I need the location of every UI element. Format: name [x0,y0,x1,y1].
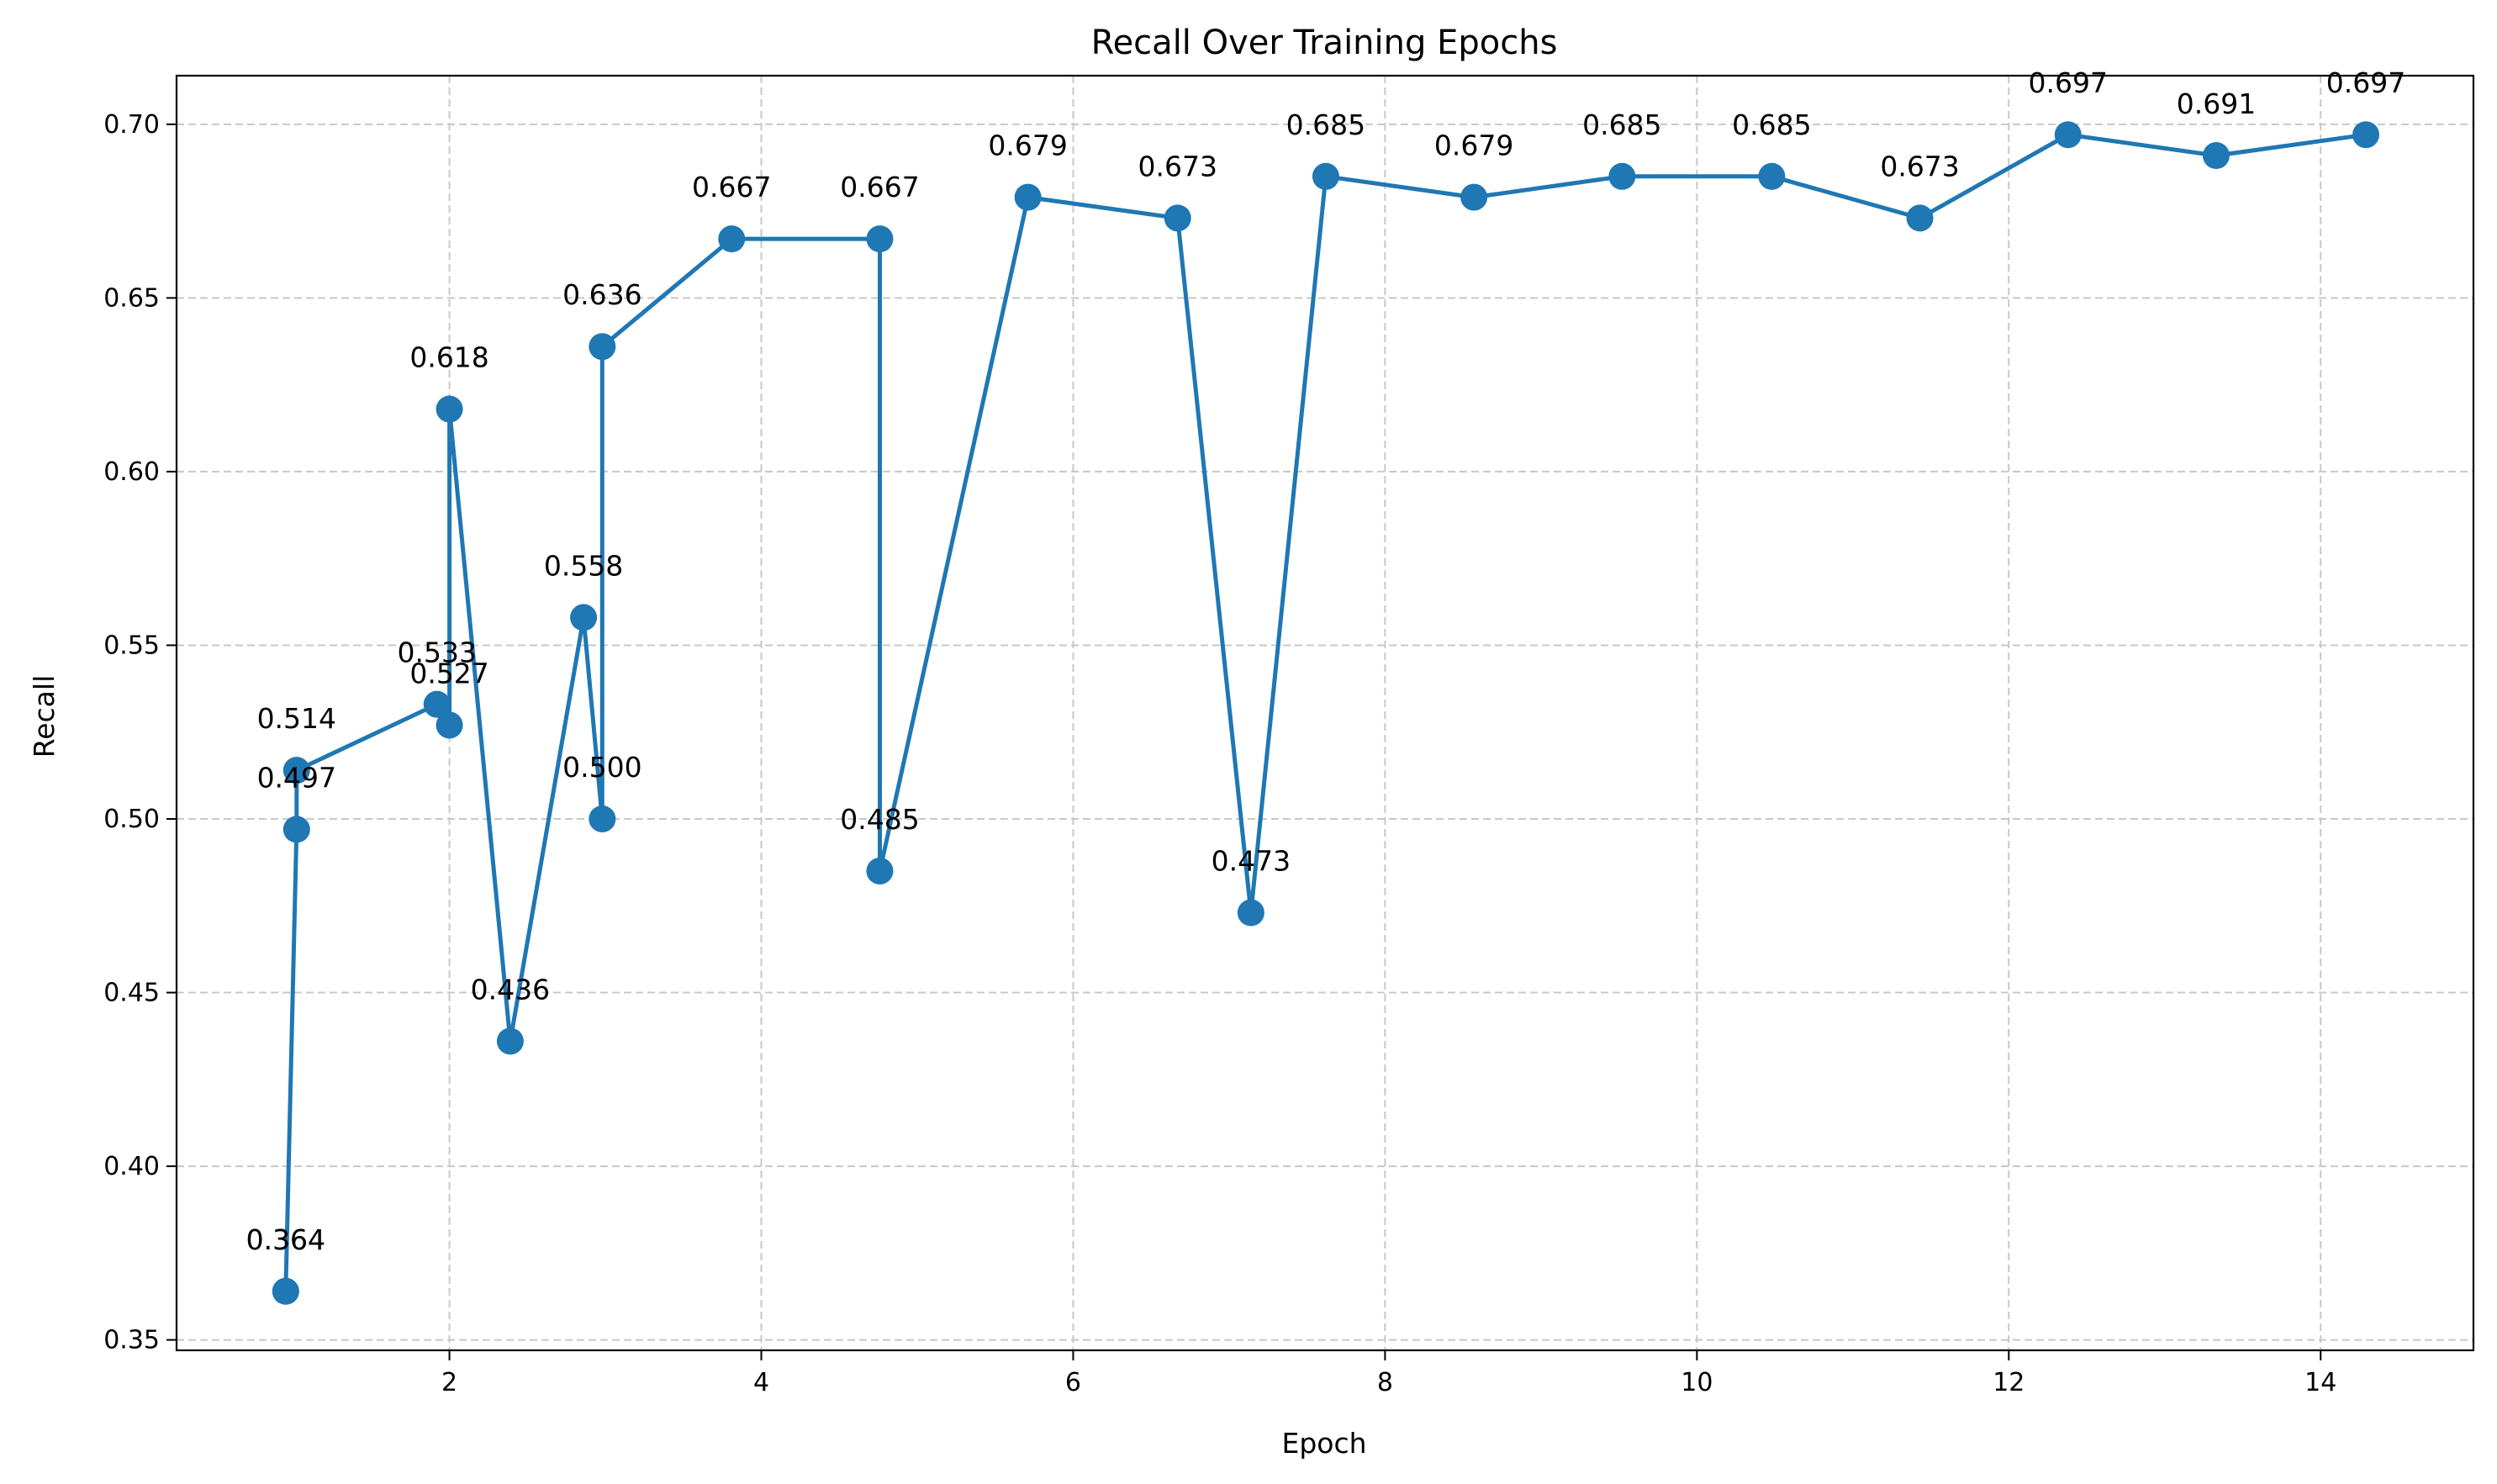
x-tick-label: 10 [1681,1368,1713,1397]
data-label: 0.697 [2029,66,2108,99]
data-point [1164,204,1191,232]
data-point [282,757,310,784]
data-point [496,1027,524,1055]
data-label: 0.485 [840,803,919,836]
x-tick-label: 6 [1065,1368,1081,1397]
data-label: 0.514 [257,702,336,735]
data-point [2054,121,2082,149]
data-point [272,1277,299,1305]
data-point [1758,162,1786,190]
x-tick-label: 14 [2304,1368,2336,1397]
data-label: 0.685 [1582,108,1661,141]
series-layer [272,121,2380,1305]
data-label: 0.685 [1286,108,1365,141]
data-label: 0.558 [544,549,623,582]
data-label: 0.636 [562,278,641,311]
y-tick-label: 0.45 [103,979,160,1008]
data-label: 0.679 [988,129,1067,162]
data-label: 0.691 [2177,87,2256,120]
data-point [423,690,451,718]
y-axis-title: Recall [28,675,61,758]
x-tick-label: 12 [1993,1368,2025,1397]
data-point [866,857,894,885]
y-tick-label: 0.40 [103,1152,160,1181]
x-tick-label: 8 [1377,1368,1393,1397]
data-point [436,711,463,739]
plot-frame [175,74,2475,1352]
data-label: 0.618 [409,341,488,374]
data-label: 0.473 [1212,845,1291,878]
chart-title: Recall Over Training Epochs [1091,24,1558,62]
y-tick-label: 0.50 [103,805,160,834]
y-tick-label: 0.70 [103,110,160,140]
data-label: 0.667 [692,171,771,203]
data-point [718,225,746,253]
data-label: 0.673 [1138,150,1217,182]
data-label: 0.364 [246,1223,325,1256]
data-point [1460,183,1488,211]
data-point [2202,142,2230,170]
y-tick-label: 0.35 [103,1326,160,1355]
data-point [589,805,616,832]
data-label: 0.497 [257,761,336,794]
data-point [1237,899,1264,927]
y-tick-label: 0.60 [103,457,160,487]
grid-layer [177,76,2473,1350]
data-point [282,816,310,843]
data-label: 0.436 [471,973,550,1006]
data-point [570,604,598,631]
data-point [2352,121,2380,149]
data-point [1312,162,1339,190]
y-tick-label: 0.65 [103,283,160,313]
y-tick-label: 0.55 [103,631,160,660]
x-axis-title: Epoch [1281,1427,1366,1460]
data-point [589,333,616,361]
axes-layer: 2 4 6 8 10 12 14 0.35 0.40 0.45 0.50 0.55 0.60 0.65 0.… [103,74,2475,1397]
data-label: 0.533 [397,636,476,669]
data-point [436,395,463,423]
data-point [1014,183,1042,211]
data-labels-layer: 0.3640.3640.4970.5140.5330.5270.6180.436… [246,66,2406,1256]
data-label: 0.364 [246,1223,325,1256]
data-label: 0.673 [1880,150,1959,182]
x-tick-label: 2 [441,1368,457,1397]
data-point [1906,204,1934,232]
data-point [866,225,894,253]
x-tick-label: 4 [753,1368,769,1397]
data-label: 0.685 [1732,108,1811,141]
data-label: 0.667 [840,171,919,203]
data-label: 0.527 [409,657,488,689]
data-point [1608,162,1636,190]
data-label: 0.697 [2326,66,2405,99]
data-label: 0.500 [562,751,641,784]
data-label: 0.679 [1434,129,1513,162]
